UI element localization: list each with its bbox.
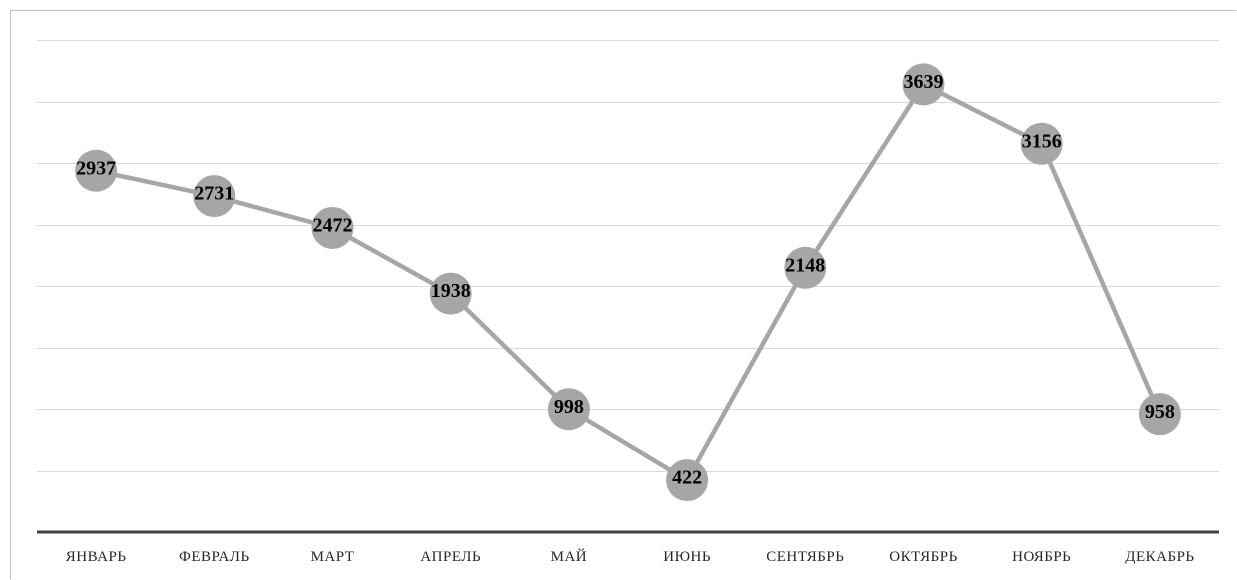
data-label: 3639 bbox=[904, 71, 944, 93]
x-tick-label: НОЯБРЬ bbox=[1012, 549, 1071, 565]
x-tick-label: МАРТ bbox=[311, 549, 355, 565]
data-label: 1938 bbox=[431, 280, 471, 302]
data-point bbox=[666, 459, 709, 502]
data-label: 998 bbox=[554, 396, 584, 418]
data-label: 3156 bbox=[1022, 130, 1062, 152]
x-tick-label: АПРЕЛЬ bbox=[420, 549, 481, 565]
data-labels: 2937 2731 2472 1938 998 422 2148 3639 3156 958 bbox=[76, 71, 1175, 489]
x-tick-label: ФЕВРАЛЬ bbox=[179, 549, 250, 565]
data-label: 2937 bbox=[76, 157, 116, 179]
chart-frame bbox=[10, 10, 1236, 579]
x-tick-label: ДЕКАБРЬ bbox=[1125, 549, 1194, 565]
data-point bbox=[75, 149, 118, 192]
data-point bbox=[311, 206, 354, 249]
data-point bbox=[1138, 393, 1181, 436]
data-markers bbox=[75, 63, 1181, 502]
data-label: 422 bbox=[672, 467, 702, 489]
x-tick-labels: ЯНВАРЬ ФЕВРАЛЬ МАРТ АПРЕЛЬ МАЙ ИЮНЬ СЕНТЯБРЬ ОК… bbox=[66, 548, 1194, 565]
data-label: 958 bbox=[1145, 401, 1175, 423]
data-label: 2148 bbox=[785, 254, 825, 276]
series-line bbox=[95, 82, 1162, 483]
data-point bbox=[429, 272, 472, 315]
data-point bbox=[193, 175, 236, 218]
x-tick-label: МАЙ bbox=[551, 548, 588, 565]
data-point bbox=[784, 246, 827, 289]
x-tick-label: ЯНВАРЬ bbox=[66, 549, 127, 565]
data-point bbox=[902, 63, 945, 106]
gridlines bbox=[37, 40, 1219, 472]
data-label: 2472 bbox=[313, 215, 353, 237]
data-point bbox=[547, 388, 590, 431]
x-tick-label: СЕНТЯБРЬ bbox=[766, 549, 844, 565]
x-tick-label: ИЮНЬ bbox=[663, 549, 711, 565]
data-point bbox=[1020, 122, 1063, 165]
x-tick-label: ОКТЯБРЬ bbox=[889, 549, 958, 565]
data-label: 2731 bbox=[194, 183, 234, 205]
